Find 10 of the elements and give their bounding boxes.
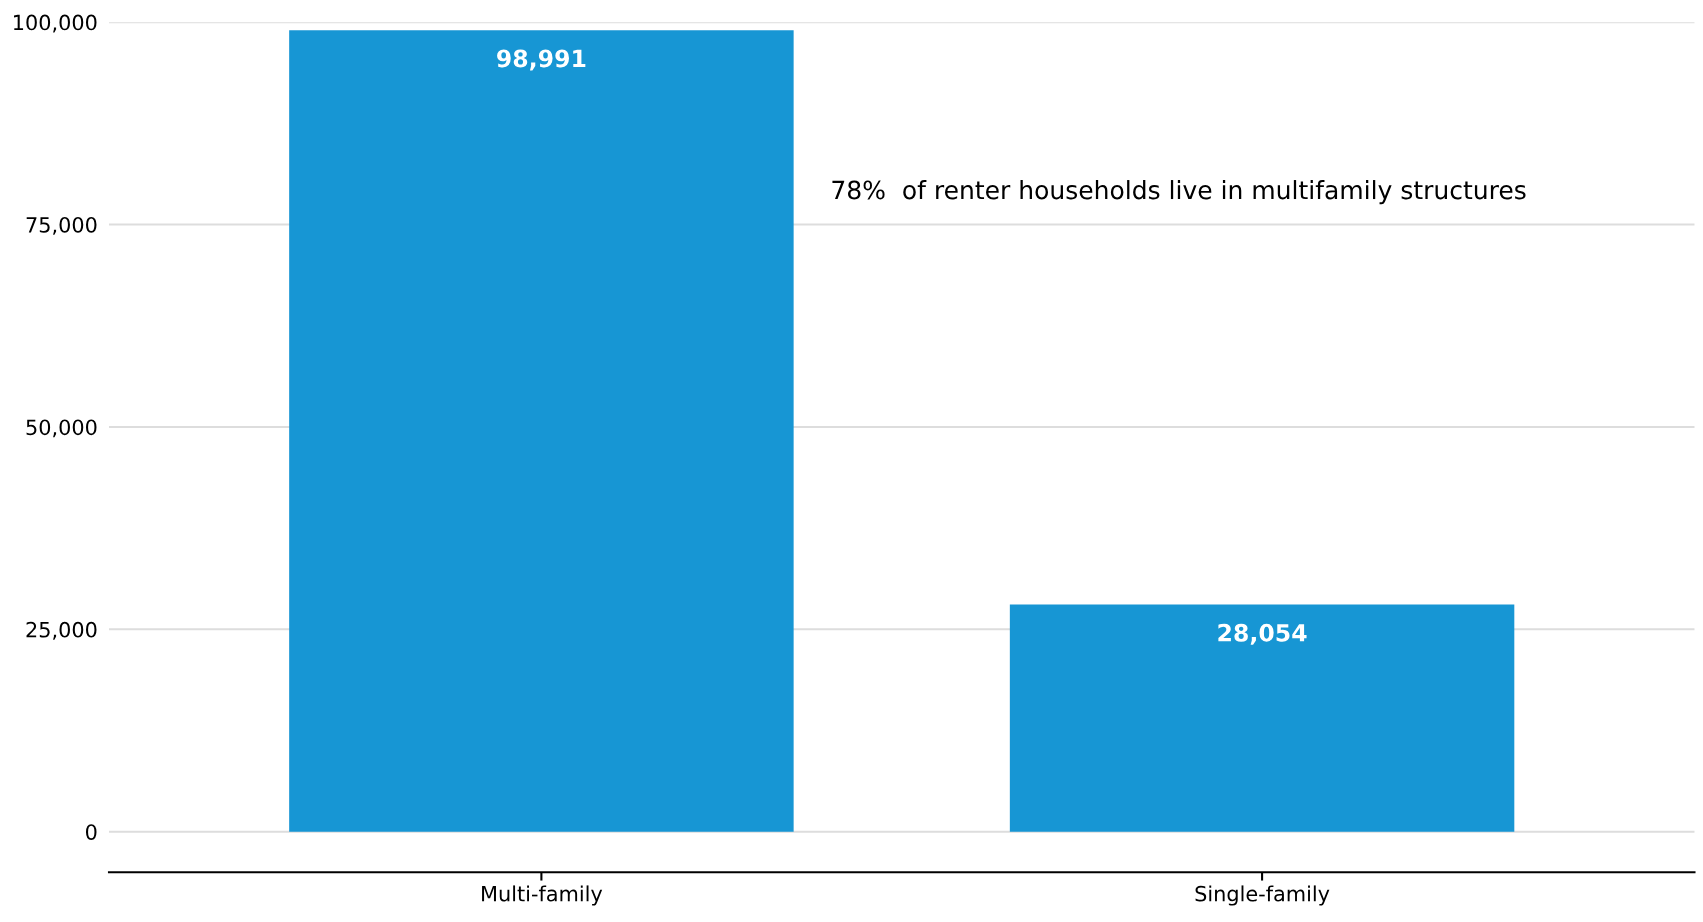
- data-label: 98,991: [497, 49, 586, 71]
- data-label: 28,054: [1218, 623, 1307, 645]
- x-tick-label: Single-family: [1195, 885, 1330, 906]
- y-tick-label: 50,000: [26, 419, 97, 438]
- y-tick-label: 100,000: [14, 14, 97, 33]
- y-tick-label: 25,000: [26, 621, 97, 640]
- y-tick-label: 75,000: [26, 216, 97, 235]
- y-tick-label: 0: [86, 824, 97, 840]
- x-tick-label: Multi-family: [482, 885, 603, 906]
- annotation: 78% of renter households live in multifamily structures: [832, 180, 1526, 205]
